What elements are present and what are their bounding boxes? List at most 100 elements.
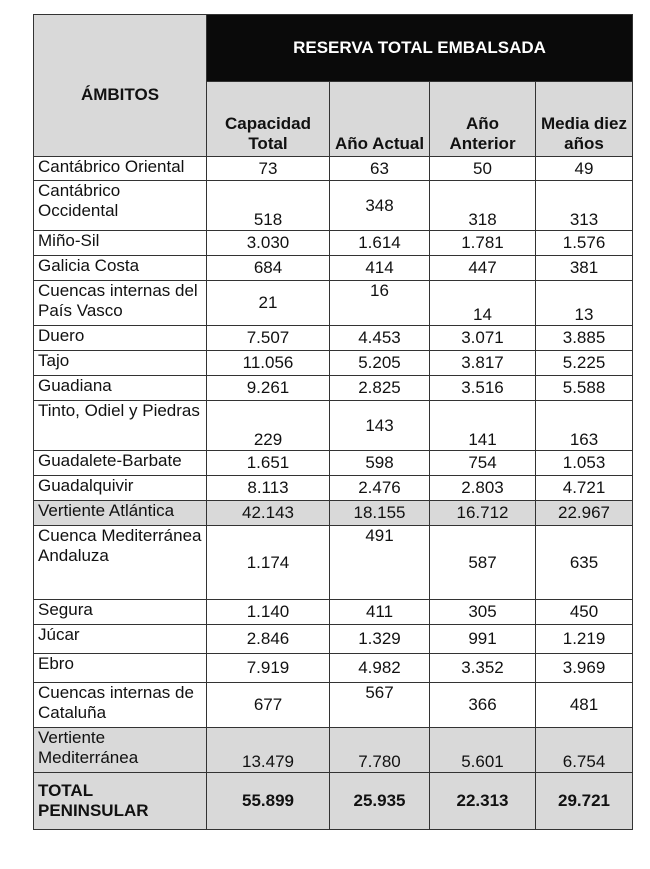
table-row: Miño-Sil 3.030 1.614 1.781 1.576 [33, 230, 634, 256]
value-cell: 8.113 [206, 475, 330, 501]
value-cell: 29.721 [534, 772, 634, 830]
table-row: Tajo 11.056 5.205 3.817 5.225 [33, 350, 634, 376]
value-cell: 5.588 [534, 375, 634, 401]
value-cell: 16 [329, 280, 430, 326]
table-row: Vertiente Atlántica 42.143 18.155 16.712 22.… [33, 500, 634, 526]
table-row: Cuenca Mediterránea Andaluza 1.174 491 587 6… [33, 525, 634, 600]
table-body: Cantábrico Oriental 73 63 50 49 Cantábrico Oc… [33, 156, 634, 830]
table-row: Cantábrico Occidental 518 348 318 313 [33, 180, 634, 231]
value-cell: 1.053 [534, 450, 634, 476]
value-cell: 411 [329, 599, 430, 625]
header-ano-actual: Año Actual [329, 81, 430, 157]
value-cell: 684 [206, 255, 330, 281]
value-cell: 163 [534, 400, 634, 451]
value-cell: 50 [429, 156, 536, 181]
table-row: Cuencas internas del País Vasco 21 16 14 13 [33, 280, 634, 326]
ambito-name: Segura [33, 599, 207, 625]
header-reserva-total: RESERVA TOTAL EMBALSADA [205, 14, 634, 82]
value-cell: 1.329 [329, 624, 430, 654]
value-cell: 1.576 [534, 230, 634, 256]
ambito-name: Tinto, Odiel y Piedras [33, 400, 207, 451]
table-row: Guadiana 9.261 2.825 3.516 5.588 [33, 375, 634, 401]
value-cell: 22.313 [429, 772, 536, 830]
ambito-name: Galicia Costa [33, 255, 207, 281]
value-cell: 13 [534, 280, 634, 326]
value-cell: 4.453 [329, 325, 430, 351]
value-cell: 305 [429, 599, 536, 625]
value-cell: 318 [429, 180, 536, 231]
table-row: Júcar 2.846 1.329 991 1.219 [33, 624, 634, 654]
value-cell: 991 [429, 624, 536, 654]
value-cell: 14 [429, 280, 536, 326]
total-row: TOTAL PENINSULAR 55.899 25.935 22.313 29.721 [33, 772, 634, 830]
header-ambitos: ÁMBITOS [33, 14, 207, 157]
ambito-name: Cantábrico Oriental [33, 156, 207, 181]
ambito-name: TOTAL PENINSULAR [33, 772, 207, 830]
value-cell: 587 [429, 525, 536, 600]
table-row: Cuencas internas de Cataluña 677 567 366 481 [33, 682, 634, 728]
value-cell: 49 [534, 156, 634, 181]
ambito-name: Vertiente Atlántica [33, 500, 207, 526]
value-cell: 22.967 [534, 500, 634, 526]
value-cell: 2.825 [329, 375, 430, 401]
value-cell: 567 [329, 682, 430, 728]
value-cell: 73 [206, 156, 330, 181]
ambito-name: Cuenca Mediterránea Andaluza [33, 525, 207, 600]
value-cell: 141 [429, 400, 536, 451]
value-cell: 450 [534, 599, 634, 625]
value-cell: 3.030 [206, 230, 330, 256]
table-row: Galicia Costa 684 414 447 381 [33, 255, 634, 281]
table-row: Segura 1.140 411 305 450 [33, 599, 634, 625]
reservoir-table: ÁMBITOS RESERVA TOTAL EMBALSADA Capacida… [33, 14, 634, 830]
table-row: Guadalete-Barbate 1.651 598 754 1.053 [33, 450, 634, 476]
value-cell: 1.219 [534, 624, 634, 654]
value-cell: 598 [329, 450, 430, 476]
ambito-name: Cuencas internas de Cataluña [33, 682, 207, 728]
table-row: Tinto, Odiel y Piedras 229 143 141 163 [33, 400, 634, 451]
ambito-name: Vertiente Mediterránea [33, 727, 207, 773]
value-cell: 6.754 [534, 727, 634, 773]
value-cell: 9.261 [206, 375, 330, 401]
value-cell: 42.143 [206, 500, 330, 526]
ambito-name: Tajo [33, 350, 207, 376]
value-cell: 3.071 [429, 325, 536, 351]
ambito-name: Cantábrico Occidental [33, 180, 207, 231]
value-cell: 2.476 [329, 475, 430, 501]
ambito-name: Cuencas internas del País Vasco [33, 280, 207, 326]
table-row: Ebro 7.919 4.982 3.352 3.969 [33, 653, 634, 683]
value-cell: 491 [329, 525, 430, 600]
value-cell: 381 [534, 255, 634, 281]
table-row: Vertiente Mediterránea 13.479 7.780 5.601 6.… [33, 727, 634, 773]
header-ano-anterior: Año Anterior [429, 81, 536, 157]
value-cell: 1.781 [429, 230, 536, 256]
value-cell: 143 [329, 400, 430, 451]
value-cell: 18.155 [329, 500, 430, 526]
value-cell: 447 [429, 255, 536, 281]
ambito-name: Miño-Sil [33, 230, 207, 256]
header-capacidad-total: Capacidad Total [206, 81, 330, 157]
value-cell: 3.516 [429, 375, 536, 401]
value-cell: 63 [329, 156, 430, 181]
value-cell: 7.507 [206, 325, 330, 351]
value-cell: 5.225 [534, 350, 634, 376]
value-cell: 481 [534, 682, 634, 728]
value-cell: 313 [534, 180, 634, 231]
value-cell: 25.935 [329, 772, 430, 830]
value-cell: 7.780 [329, 727, 430, 773]
value-cell: 5.601 [429, 727, 536, 773]
value-cell: 414 [329, 255, 430, 281]
value-cell: 3.885 [534, 325, 634, 351]
value-cell: 3.969 [534, 653, 634, 683]
value-cell: 677 [206, 682, 330, 728]
value-cell: 1.614 [329, 230, 430, 256]
ambito-name: Duero [33, 325, 207, 351]
header-media-diez-anos: Media diez años [534, 81, 634, 157]
value-cell: 2.846 [206, 624, 330, 654]
value-cell: 1.651 [206, 450, 330, 476]
value-cell: 11.056 [206, 350, 330, 376]
value-cell: 3.817 [429, 350, 536, 376]
value-cell: 635 [534, 525, 634, 600]
value-cell: 518 [206, 180, 330, 231]
table-row: Guadalquivir 8.113 2.476 2.803 4.721 [33, 475, 634, 501]
value-cell: 55.899 [206, 772, 330, 830]
